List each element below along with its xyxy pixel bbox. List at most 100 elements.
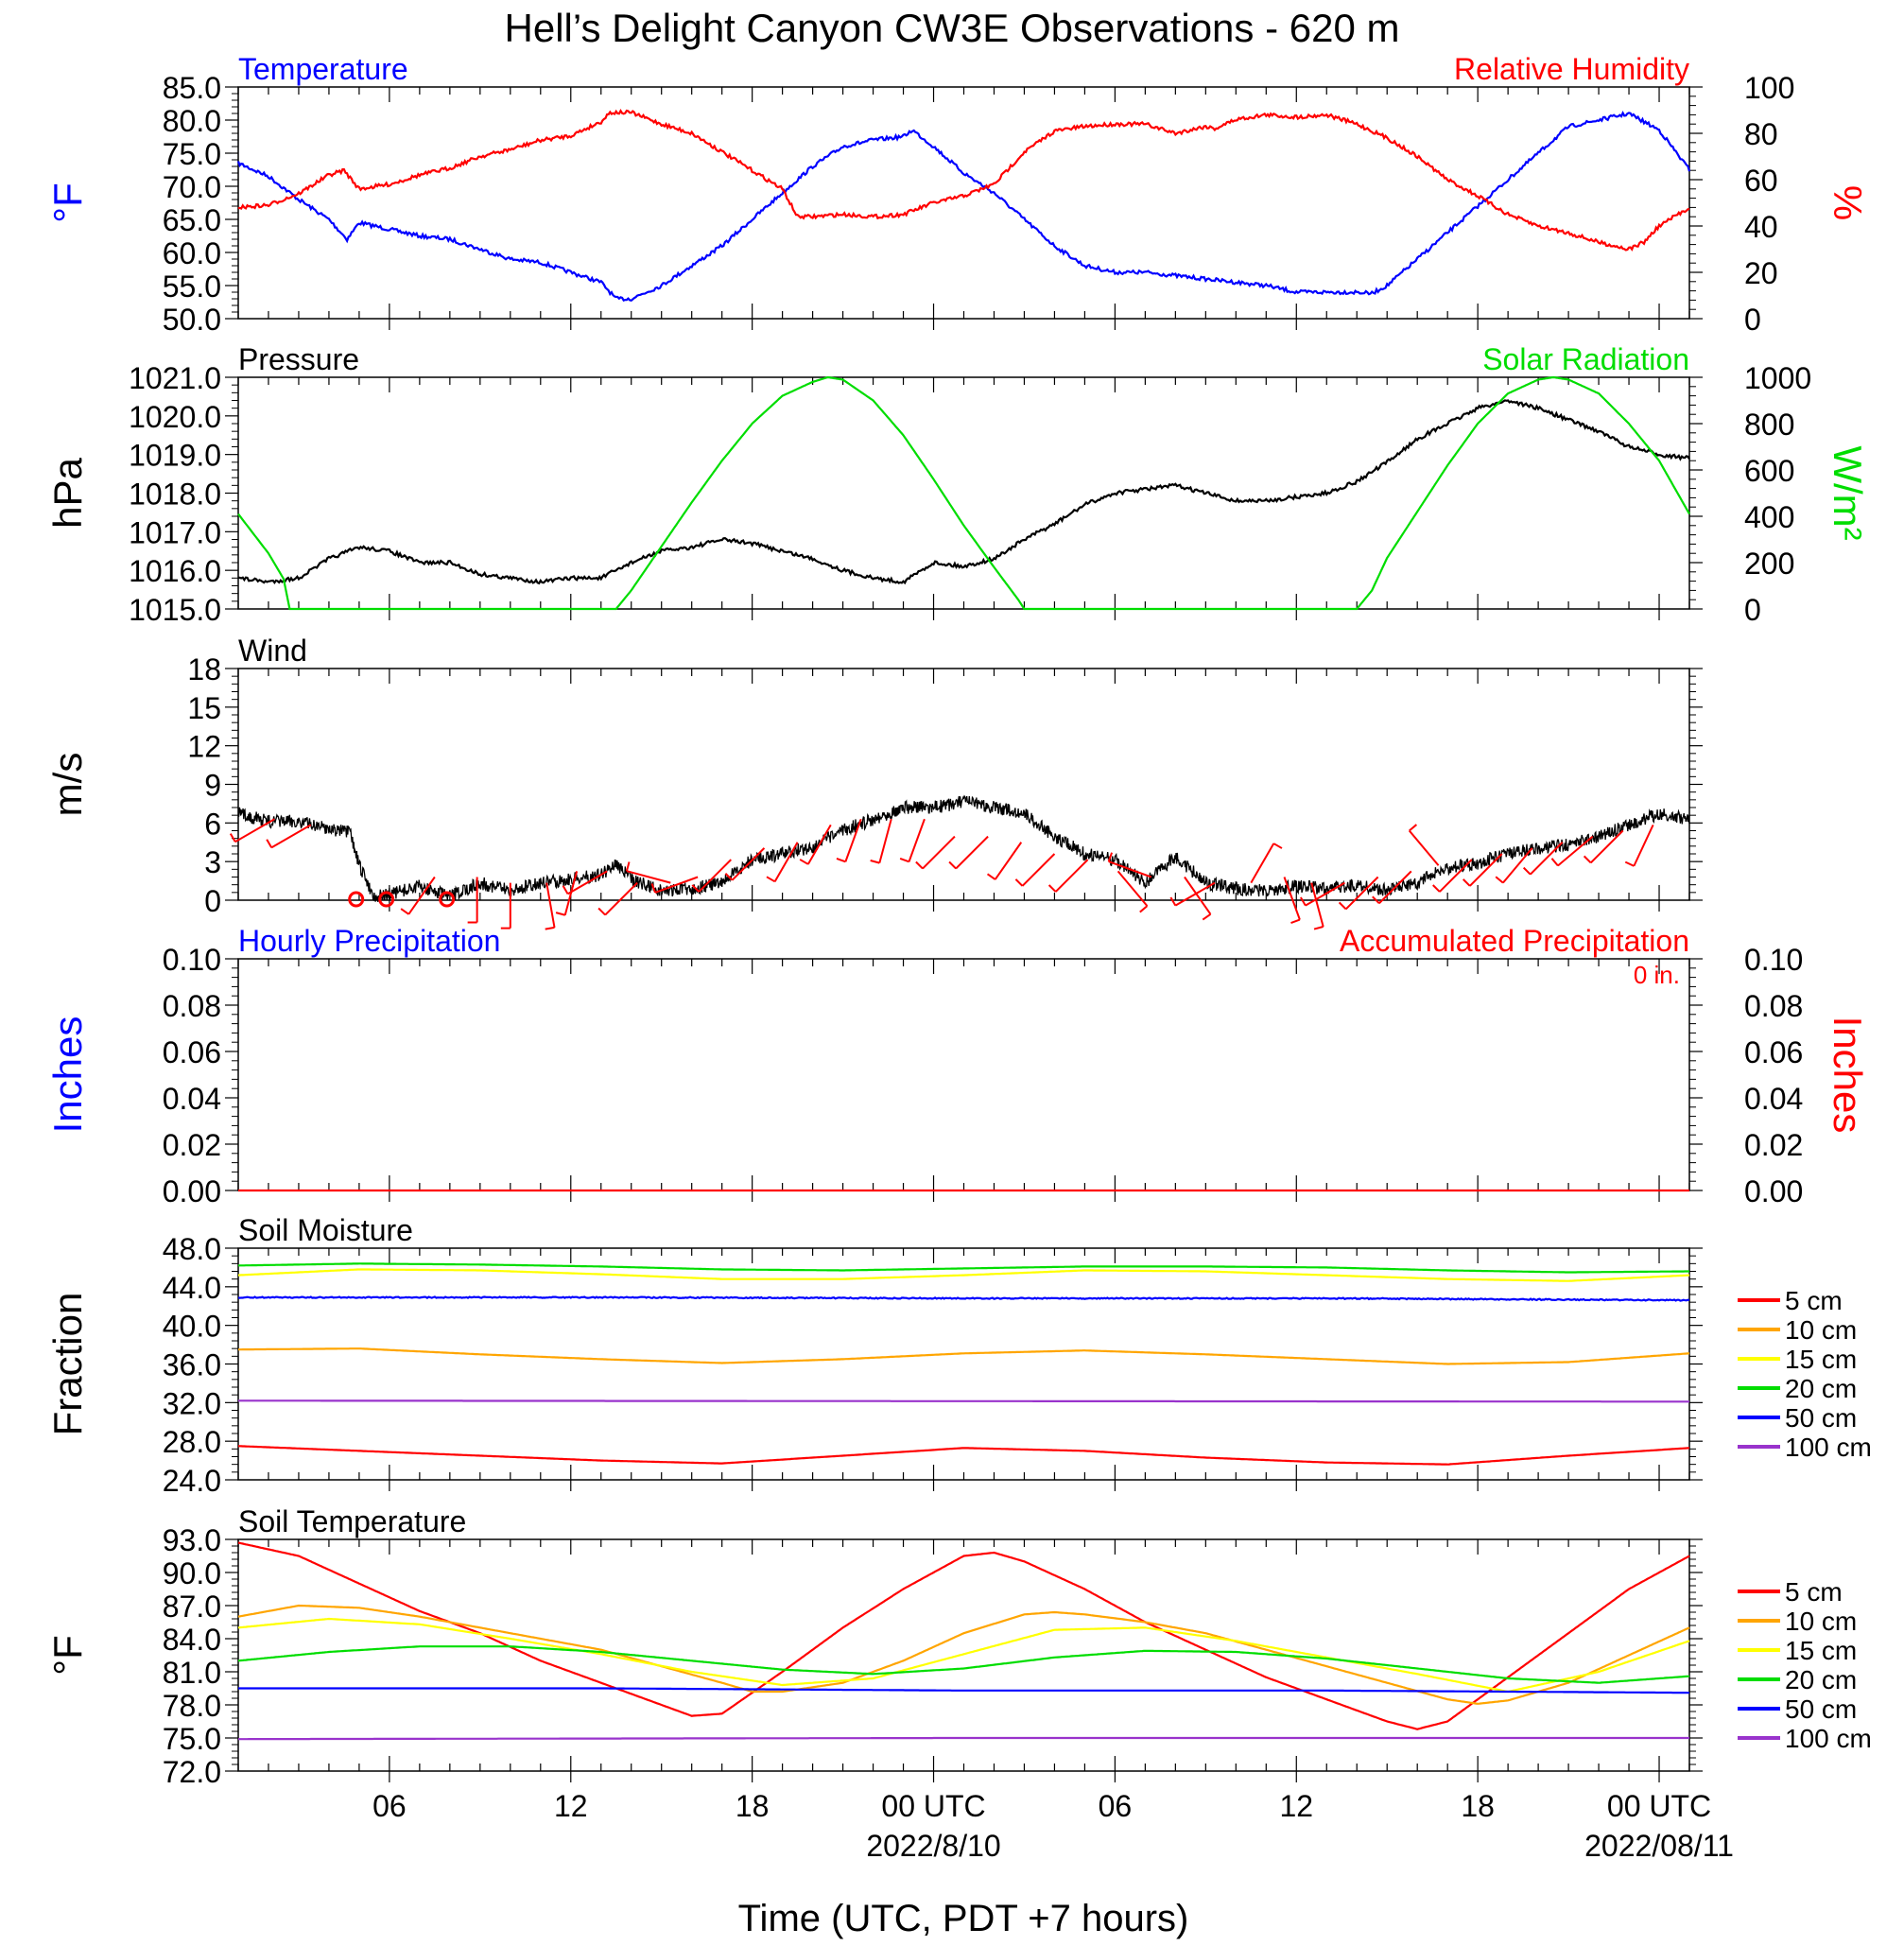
wind-barb-feather — [555, 912, 566, 916]
wind-barb-feather — [1107, 852, 1114, 862]
wind-barb-feather — [766, 876, 776, 883]
wind-barb-feather — [899, 857, 909, 863]
y-tick-label-left: 1019.0 — [129, 439, 221, 473]
y-tick-label-right: 0.08 — [1744, 989, 1803, 1023]
y-tick-label-right: 1000 — [1744, 361, 1811, 395]
panel-title-right: Relative Humidity — [1454, 52, 1689, 86]
panel-wind: 18 15 12 9 6 3 0 Wind m/s — [45, 634, 1703, 930]
series-line-50cm — [237, 1295, 1690, 1302]
y-tick-label-left: 85.0 — [163, 71, 221, 105]
wind-barb-feather — [545, 926, 555, 930]
y-tick-label-right: 200 — [1744, 547, 1794, 581]
wind-barb-feather — [597, 907, 606, 916]
wind-barb-feather — [1272, 843, 1283, 849]
wind-barb — [908, 818, 926, 862]
y-axis-label-right: % — [1826, 185, 1870, 220]
panel-title-left: Soil Temperature — [238, 1504, 466, 1538]
wind-barb-feather — [1047, 884, 1057, 893]
y-tick-label-left: 87.0 — [163, 1590, 221, 1624]
series-line-10cm — [237, 1604, 1690, 1705]
y-tick-label-left: 1016.0 — [129, 554, 221, 588]
y-tick-label-right: 0.06 — [1744, 1035, 1803, 1069]
wind-barb — [878, 818, 892, 863]
wind-barb-feather — [1014, 878, 1024, 887]
wind-barb — [698, 859, 732, 893]
y-tick-label-left: 1020.0 — [129, 400, 221, 434]
wind-barb-feather — [1463, 878, 1471, 887]
y-tick-label-right: 0 — [1744, 593, 1761, 627]
y-tick-label-left: 70.0 — [163, 170, 221, 204]
panel-title-left: Pressure — [238, 342, 359, 376]
wind-barb-feather — [650, 883, 656, 894]
x-tick-label: 00 UTC — [881, 1789, 985, 1823]
wind-barb — [1344, 876, 1379, 911]
series-line-black — [237, 399, 1690, 585]
panel-title-left: Temperature — [238, 52, 408, 86]
x-tick-label: 06 — [1099, 1789, 1133, 1823]
plot-frame — [237, 86, 1690, 320]
y-tick-label-left: 44.0 — [163, 1271, 221, 1305]
series-line-15cm — [237, 1268, 1690, 1282]
wind-barb — [1305, 881, 1345, 907]
y-tick-label-left: 0 — [204, 884, 221, 918]
x-tick-label: 00 UTC — [1607, 1789, 1711, 1823]
y-tick-label-left: 60.0 — [163, 236, 221, 270]
wind-barb — [1469, 853, 1503, 887]
y-tick-label-left: 1017.0 — [129, 515, 221, 549]
wind-barb-feather — [1409, 824, 1418, 832]
y-axis-label-left: Fraction — [45, 1293, 90, 1436]
wind-barb-feather — [870, 860, 880, 864]
y-tick-label-right: 40 — [1744, 210, 1778, 244]
wind-barb — [922, 835, 956, 870]
wind-barb — [1633, 824, 1654, 867]
panel-precipitation: 0.10 0.08 0.06 0.04 0.02 0.00 0.10 0.08 0.06 0.04… — [45, 924, 1870, 1208]
calm-wind-circle — [348, 891, 365, 908]
wind-barb-feather — [1290, 918, 1301, 924]
calm-wind-circle — [378, 891, 395, 908]
series-line-black — [237, 794, 1690, 902]
y-axis-label-right: Inches — [1826, 1016, 1870, 1134]
wind-barb-feather — [1202, 913, 1212, 921]
y-tick-label-right: 400 — [1744, 500, 1794, 534]
panel-temperature_humidity: 85.080.075.070.065.060.055.050.0 100 80 60 4… — [45, 52, 1870, 337]
y-tick-label-left: 15 — [187, 691, 221, 725]
x-tick-label: 12 — [1279, 1789, 1313, 1823]
wind-barb — [1530, 842, 1564, 876]
wind-barb-feather — [1300, 896, 1307, 907]
panel-title-left: Hourly Precipitation — [238, 924, 500, 958]
series-line-green — [237, 375, 1690, 611]
wind-barb — [1054, 859, 1089, 893]
legend-label: 15 cm — [1785, 1345, 1857, 1374]
y-tick-label-left: 0.10 — [163, 943, 221, 977]
y-tick-label-left: 72.0 — [163, 1755, 221, 1789]
y-tick-label-left: 84.0 — [163, 1623, 221, 1657]
accumulation-annotation: 0 in. — [1634, 961, 1680, 989]
wind-barb — [955, 835, 989, 870]
panel-title-right: Accumulated Precipitation — [1340, 924, 1689, 958]
x-date-label: 2022/8/10 — [866, 1829, 1000, 1863]
y-tick-label-right: 0.00 — [1744, 1174, 1803, 1208]
y-tick-label-left: 0.04 — [163, 1082, 221, 1116]
wind-barb-feather — [625, 861, 631, 872]
chart-title: Hell’s Delight Canyon CW3E Observations … — [505, 6, 1400, 50]
wind-barb — [407, 876, 436, 915]
y-tick-label-left: 28.0 — [163, 1425, 221, 1459]
wind-barb — [1174, 881, 1216, 907]
y-tick-label-left: 48.0 — [163, 1232, 221, 1266]
wind-barb — [1250, 843, 1275, 884]
y-tick-label-right: 0 — [1744, 303, 1761, 337]
wind-barb — [844, 818, 862, 862]
y-axis-label-right: W/m² — [1826, 445, 1870, 540]
wind-barb — [626, 870, 671, 884]
wind-barb — [731, 847, 766, 881]
panel-title-left: Soil Moisture — [238, 1213, 413, 1247]
y-tick-label-left: 12 — [187, 730, 221, 764]
y-tick-label-left: 0.06 — [163, 1035, 221, 1069]
wind-barb-feather — [915, 860, 924, 870]
wind-barb — [567, 870, 608, 895]
y-tick-label-left: 65.0 — [163, 203, 221, 237]
calm-wind-circle — [439, 891, 456, 908]
y-tick-label-left: 0.02 — [163, 1128, 221, 1162]
wind-barb-feather — [266, 839, 273, 848]
y-tick-label-right: 20 — [1744, 256, 1778, 290]
